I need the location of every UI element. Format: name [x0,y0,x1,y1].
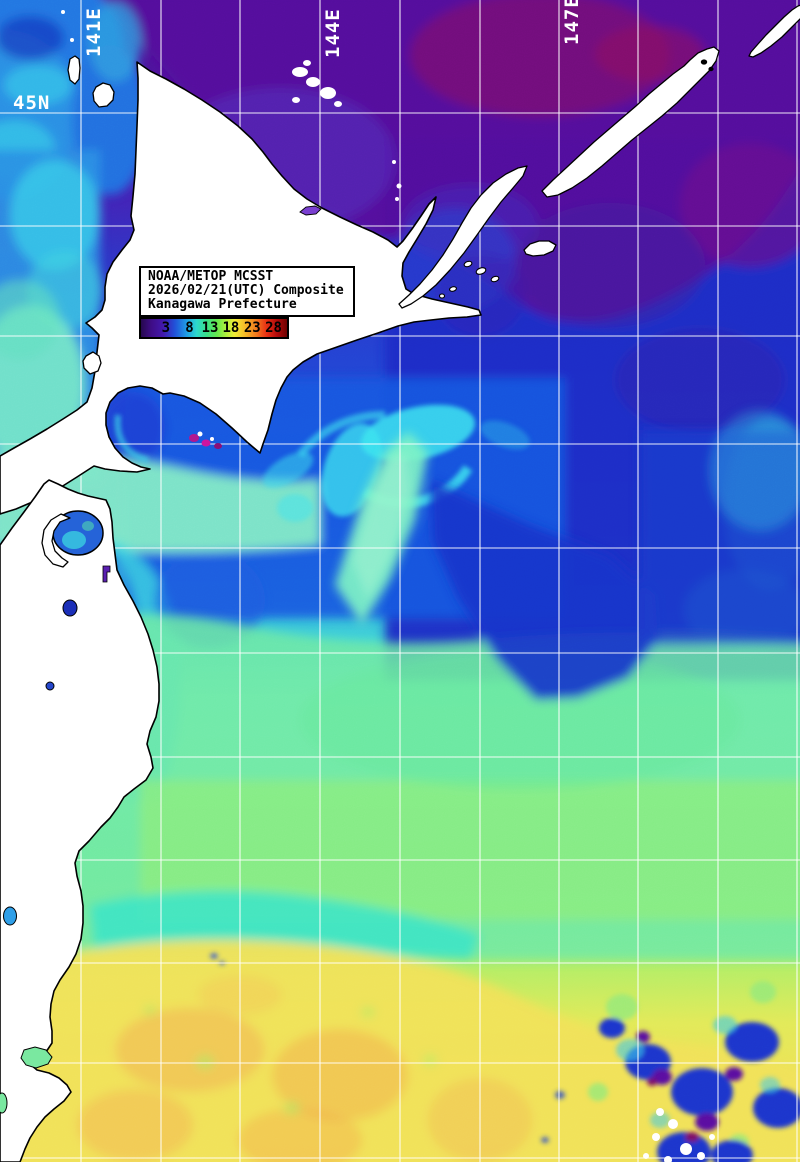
grid-label: 144E [322,8,344,58]
honshu-landmass [0,479,160,1162]
cloud-patches [61,10,715,1162]
map-title-box: NOAA/METOP MCSST 2026/02/21(UTC) Composi… [139,266,355,317]
colorbar-tick: 18 [222,320,240,336]
rebun-island [67,55,81,85]
colorbar-tick: 23 [243,320,261,336]
iturup-dark-spot [700,59,708,65]
iturup-island [541,46,720,198]
grid-coordinate-labels: 141E 144E 147E 45N [13,0,583,114]
colorbar-tick: 8 [185,320,194,336]
temperature-colorbar: 3 8 13 18 23 28 [139,317,289,339]
colorbar-tick: 13 [201,320,219,336]
okushiri-island [82,351,102,375]
grid-label: 147E [561,0,583,45]
shikotan-island [523,240,557,257]
shimokita-hook [41,513,71,568]
title-line-product: NOAA/METOP MCSST [148,269,274,284]
title-line-region: Kanagawa Prefecture [148,297,297,312]
colorbar-tick: 28 [265,320,282,336]
mutsu-bay [52,510,104,556]
grid-label: 141E [83,7,105,57]
rishiri-island [92,82,115,108]
colorbar-tick: 3 [161,320,171,336]
habomai-islets [438,260,500,299]
grid-label: 45N [13,92,50,114]
iturup-dark-spot [708,66,714,72]
title-line-date: 2026/02/21(UTC) Composite [148,283,344,298]
urup-island-corner [748,4,800,58]
lakes [0,205,322,1114]
kunashiri-island [398,165,528,309]
colorbar-gradient [141,319,287,337]
